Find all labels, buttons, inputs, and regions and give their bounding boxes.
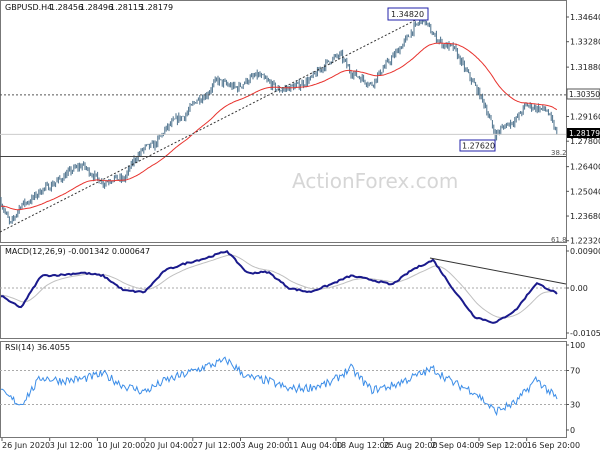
time-tick-label: 18 Aug 12:00 [336, 441, 390, 450]
moving-average-line [0, 42, 558, 211]
resistance-price-tag: 1.30350 [566, 88, 600, 100]
rsi-title: RSI(14) 36.4055 [5, 343, 70, 352]
time-tick-label: 25 Aug 20:00 [384, 441, 438, 450]
time-tick-label: 27 Jul 12:00 [193, 441, 241, 450]
time-tick-label: 26 Jun 2020 [2, 441, 50, 450]
rsi-tick-label: 70 [570, 367, 580, 376]
time-tick-label: 11 Aug 04:00 [288, 441, 342, 450]
current-price-tag: 1.28179 [567, 128, 600, 138]
ohlc-low: 1.28115 [110, 3, 143, 12]
fib-382-label: 38.2 [551, 149, 567, 157]
price-tick-label: 1.31880 [570, 63, 600, 72]
svg-text:1.30350: 1.30350 [569, 90, 600, 99]
symbol-label: GBPUSD.H4 [5, 3, 52, 12]
time-tick-label: 2 Sep 04:00 [431, 441, 479, 450]
price-tick-label: 1.29160 [570, 113, 600, 122]
price-pane-frame [0, 0, 567, 243]
price-series [0, 8, 566, 233]
macd-tick-label: -0.010566 [570, 329, 600, 338]
time-tick-label: 20 Jul 04:00 [145, 441, 193, 450]
rsi-pane-frame [0, 341, 567, 438]
macd-series [0, 250, 567, 324]
svg-text:1.34820: 1.34820 [391, 10, 424, 19]
ohlc-close: 1.28179 [140, 3, 173, 12]
ohlc-high: 1.28496 [80, 3, 113, 12]
svg-text:1.28179: 1.28179 [569, 129, 600, 138]
watermark: ActionForex.com [292, 169, 458, 193]
price-tick-label: 1.34640 [570, 13, 600, 22]
price-tick-label: 1.26400 [570, 163, 600, 172]
price-tick-label: 1.33280 [570, 38, 600, 47]
time-tick-label: 9 Sep 12:00 [479, 441, 527, 450]
price-tick-label: 1.22320 [570, 237, 600, 246]
macd-title: MACD(12,26,9) -0.001342 0.000647 [5, 247, 150, 256]
macd-divergence-trendline [429, 257, 567, 285]
macd-pane-frame [0, 245, 567, 339]
macd-line [1, 250, 558, 324]
price-tick-label: 1.27800 [570, 137, 600, 146]
macd-tick-label: 0.00 [570, 284, 588, 293]
fib-618-label: 61.8 [551, 236, 567, 244]
time-tick-label: 10 Jul 20:00 [97, 441, 145, 450]
rsi-series [0, 356, 566, 417]
rsi-line [0, 356, 558, 417]
high-label-box: 1.34820 [387, 7, 429, 21]
rsi-tick-label: 0 [570, 426, 575, 435]
macd-signal-line [0, 254, 558, 318]
time-tick-label: 3 Aug 20:00 [241, 441, 290, 450]
price-tick-label: 1.23680 [570, 212, 600, 221]
axes: 1.34640 1.33280 1.31880 1.29160 1.27800 1.264… [1, 13, 600, 450]
price-tick-label: 1.25040 [570, 187, 600, 196]
rsi-tick-label: 30 [570, 401, 580, 410]
ohlc-open: 1.28456 [50, 3, 83, 12]
svg-text:1.27620: 1.27620 [462, 142, 495, 151]
macd-tick-label: 0.009003 [570, 247, 600, 256]
time-tick-label: 16 Sep 20:00 [527, 441, 580, 450]
rsi-tick-label: 100 [570, 341, 585, 350]
low-label-box: 1.27620 [459, 139, 496, 152]
rising-trendline [0, 13, 429, 233]
time-tick-label: 3 Jul 12:00 [50, 441, 93, 450]
